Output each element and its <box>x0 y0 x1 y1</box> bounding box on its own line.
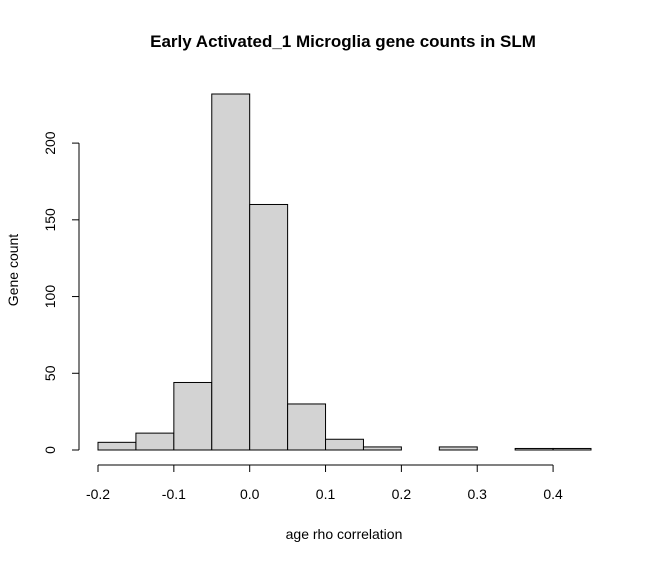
y-axis: 0 50 100 150 200 <box>42 131 80 454</box>
y-tick-label: 150 <box>42 208 58 232</box>
histogram-bar <box>211 93 251 451</box>
histogram-bar <box>362 446 402 451</box>
y-axis-label: Gene count <box>5 234 21 306</box>
histogram-bar <box>325 438 364 451</box>
histogram-bar <box>135 432 175 451</box>
x-tick-label: -0.1 <box>162 486 186 502</box>
y-tick-label: 100 <box>42 285 58 309</box>
histogram-bar <box>287 403 327 451</box>
x-axis: -0.2 -0.1 0.0 0.1 0.2 0.3 0.4 <box>86 464 563 502</box>
x-tick-label: 0.2 <box>392 486 412 502</box>
y-tick-label: 200 <box>42 131 58 155</box>
chart-title: Early Activated_1 Microglia gene counts … <box>150 32 536 51</box>
bars-group <box>97 93 592 451</box>
histogram-bar <box>514 447 554 451</box>
x-tick-label: 0.1 <box>316 486 336 502</box>
y-tick-label: 50 <box>42 365 58 381</box>
histogram-bar <box>249 203 289 451</box>
x-axis-label: age rho correlation <box>286 526 403 542</box>
x-tick-label: 0.4 <box>543 486 563 502</box>
y-tick-label: 0 <box>42 446 58 454</box>
x-tick-label: 0.0 <box>240 486 260 502</box>
x-tick-label: -0.2 <box>86 486 110 502</box>
x-tick-label: 0.3 <box>467 486 487 502</box>
histogram-bar <box>552 447 592 451</box>
histogram-bar <box>438 446 478 451</box>
histogram-bar <box>173 381 213 451</box>
histogram-bar <box>97 441 137 451</box>
